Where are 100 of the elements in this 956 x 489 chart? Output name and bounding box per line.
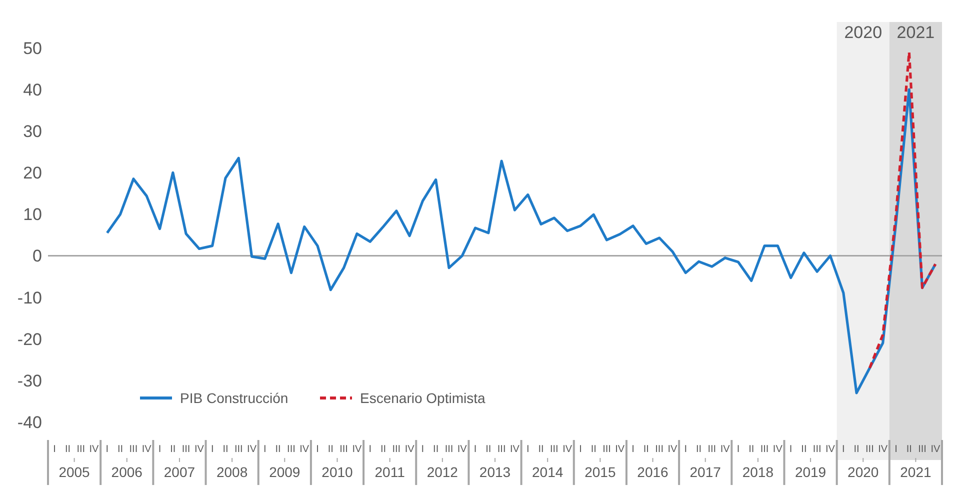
- text: II: [643, 444, 649, 455]
- text: IV: [194, 444, 204, 455]
- text: I: [368, 444, 372, 455]
- text: I: [632, 444, 634, 455]
- text: IV: [562, 444, 572, 455]
- text: I: [684, 444, 688, 455]
- text: III: [340, 444, 348, 455]
- y-tick-label: 0: [32, 246, 42, 266]
- text: IV: [930, 444, 940, 455]
- text: III: [76, 444, 86, 455]
- text: I: [53, 444, 56, 455]
- text: IV: [668, 444, 678, 455]
- y-tick-label: -40: [17, 412, 42, 432]
- text: I: [579, 444, 582, 455]
- text: II: [118, 444, 124, 455]
- text: II: [486, 444, 492, 455]
- y-tick-label: 20: [23, 164, 42, 183]
- text: I: [474, 444, 477, 455]
- text: III: [287, 444, 296, 455]
- text: IV: [878, 444, 888, 455]
- text: II: [801, 444, 807, 455]
- text: II: [222, 444, 228, 455]
- x-tick-label: 2019: [794, 464, 826, 480]
- y-tick-label: -20: [17, 330, 42, 349]
- x-tick-label: 2021: [900, 464, 932, 480]
- y-tick-label: 30: [23, 122, 42, 142]
- text: III: [866, 444, 874, 455]
- text: IV: [352, 444, 362, 455]
- x-tick-label: 2016: [637, 464, 669, 480]
- text: II: [538, 444, 544, 455]
- y-tick-label: 40: [23, 80, 42, 100]
- text: IV: [826, 444, 836, 455]
- text: III: [918, 444, 926, 455]
- text: II: [590, 444, 596, 455]
- text: IV: [510, 444, 520, 455]
- text: I: [736, 444, 740, 455]
- text: III: [392, 444, 401, 455]
- text: IV: [89, 444, 100, 455]
- y-tick-label: -10: [17, 288, 42, 308]
- x-tick-label: 2015: [584, 464, 616, 480]
- x-tick-label: 2014: [532, 464, 564, 480]
- text: III: [444, 444, 454, 455]
- text: II: [64, 444, 70, 455]
- band-label: 2021: [896, 23, 935, 42]
- text: I: [526, 444, 530, 455]
- x-tick-label: 2017: [690, 464, 722, 480]
- text: II: [170, 444, 176, 455]
- text: III: [550, 444, 558, 455]
- text: I: [210, 444, 214, 455]
- text: IV: [142, 444, 152, 455]
- text: III: [812, 444, 822, 455]
- text: IV: [772, 444, 783, 455]
- text: III: [655, 444, 664, 455]
- text: III: [708, 444, 716, 455]
- x-tick-label: 2020: [848, 464, 879, 480]
- x-tick-label: 2012: [426, 464, 458, 480]
- x-tick-label: 2009: [269, 464, 300, 480]
- text: III: [129, 444, 138, 455]
- text: IV: [247, 444, 257, 455]
- text: I: [106, 444, 109, 455]
- line-series: [868, 50, 937, 370]
- text: III: [760, 444, 769, 455]
- x-tick-label: 2018: [742, 464, 774, 480]
- y-tick-label: 10: [23, 205, 42, 224]
- x-tick-label: 2013: [479, 464, 511, 480]
- text: II: [275, 444, 281, 455]
- text: II: [380, 444, 386, 455]
- text: II: [854, 444, 860, 455]
- text: I: [264, 444, 266, 455]
- text: I: [421, 444, 424, 455]
- text: II: [906, 444, 912, 455]
- text: II: [748, 444, 754, 455]
- x-tick-label: 2010: [322, 464, 354, 480]
- band-label: 2020: [844, 23, 882, 42]
- text: I: [316, 444, 319, 455]
- x-tick-label: 2007: [164, 464, 196, 480]
- text: III: [497, 444, 506, 455]
- text: I: [842, 444, 845, 455]
- text: I: [894, 444, 898, 455]
- text: III: [602, 444, 611, 455]
- text: II: [696, 444, 702, 455]
- x-tick-label: 2005: [58, 464, 90, 480]
- text: III: [182, 444, 190, 455]
- text: I: [789, 444, 792, 455]
- text: II: [433, 444, 439, 455]
- text: II: [328, 444, 334, 455]
- text: IV: [404, 444, 415, 455]
- x-tick-label: 2011: [374, 464, 406, 480]
- legend-label: Escenario Optimista: [360, 390, 486, 406]
- legend-label: PIB Construcción: [180, 390, 288, 406]
- line-series: [106, 88, 937, 394]
- text: IV: [615, 444, 625, 455]
- text: III: [234, 444, 243, 455]
- text: IV: [300, 444, 310, 455]
- text: I: [158, 444, 162, 455]
- text: IV: [457, 444, 468, 455]
- text: IV: [720, 444, 730, 455]
- y-tick-label: 50: [23, 38, 42, 58]
- x-tick-label: 2006: [111, 464, 143, 480]
- x-tick-label: 2008: [216, 464, 248, 480]
